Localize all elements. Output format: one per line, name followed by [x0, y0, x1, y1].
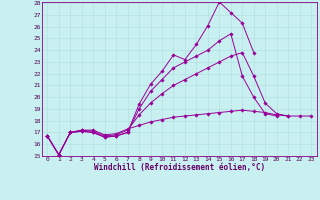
X-axis label: Windchill (Refroidissement éolien,°C): Windchill (Refroidissement éolien,°C)	[94, 163, 265, 172]
